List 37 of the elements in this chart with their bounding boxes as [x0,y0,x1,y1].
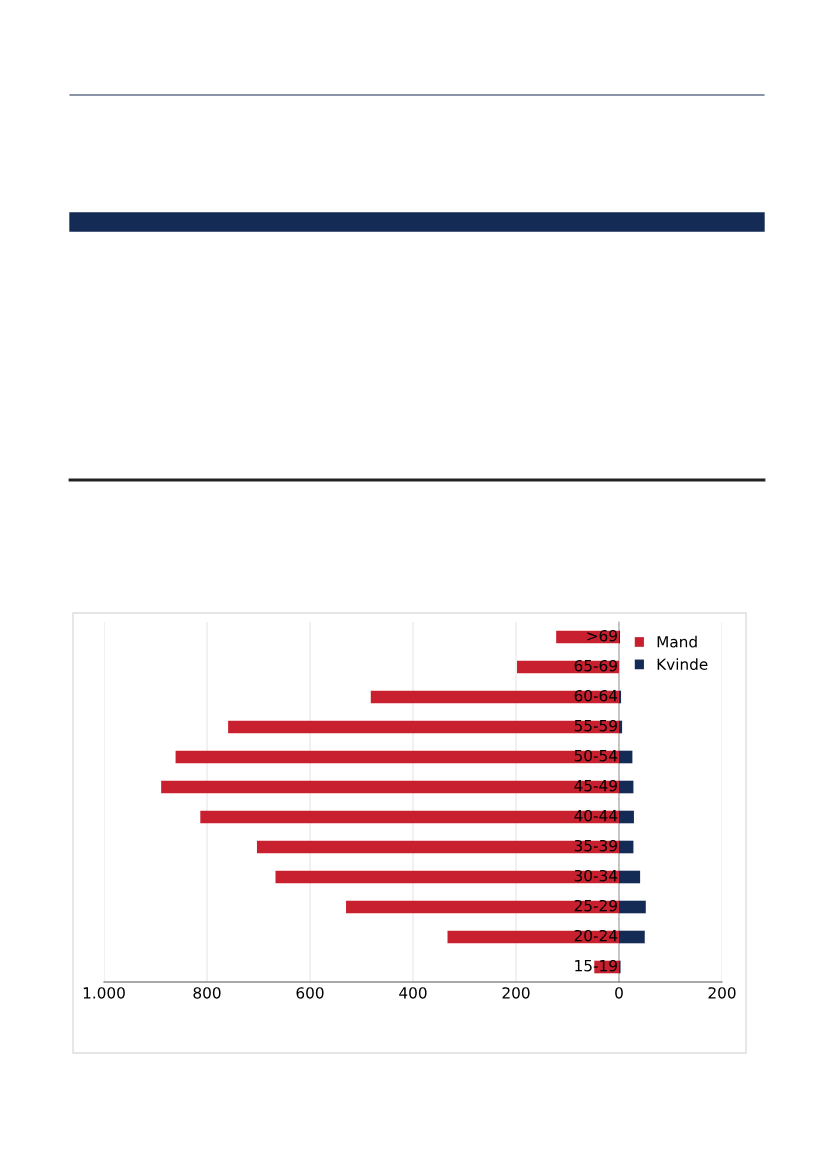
y-tick-label: 55-59 [574,719,617,732]
bar [228,720,619,734]
y-tick-label: 65-69 [574,659,617,672]
bar [619,780,634,794]
bar [175,750,619,764]
bar [200,810,619,824]
bar [619,810,634,824]
x-tick-label: 1.000 [83,987,125,999]
bar [161,780,619,794]
y-tick-label: 35-39 [574,839,617,852]
bar [619,720,623,734]
legend-label: Mand [657,635,697,648]
bar [619,870,641,884]
bar [619,690,622,704]
legend-label: Kvinde [657,658,708,670]
bar [256,840,619,854]
bar [370,690,619,704]
x-tick-label: 200 [502,987,530,999]
bar [619,840,634,854]
x-tick-label: 400 [399,987,427,999]
y-tick-label: 45-49 [574,779,617,792]
y-tick-label: 25-29 [574,899,617,912]
y-tick-label: 60-64 [574,689,618,702]
y-tick-label: 40-44 [574,809,618,822]
y-tick-label: 50-54 [574,749,618,762]
bar [619,900,646,914]
y-tick-label: 30-34 [574,869,618,882]
x-tick-label: 200 [708,987,736,999]
bar [619,750,633,764]
x-tick-label: 600 [296,987,324,999]
bar [346,900,619,914]
bar [619,930,645,944]
x-tick-label: 800 [193,987,221,999]
x-tick-label: 0 [615,987,623,999]
y-tick-label: 20-24 [574,929,618,942]
bar [275,870,619,884]
y-tick-label: >69 [587,629,617,642]
